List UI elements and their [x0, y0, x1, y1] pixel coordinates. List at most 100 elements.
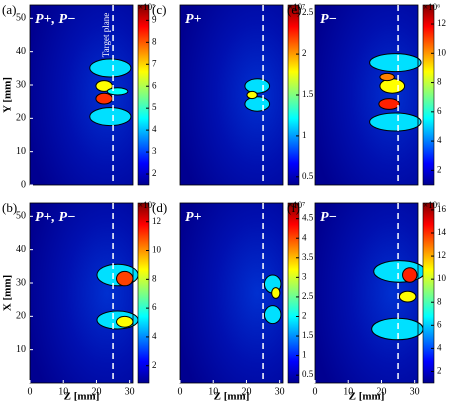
heatmap-blob — [246, 90, 258, 100]
x-tick-label: 10 — [208, 386, 218, 397]
heatmap-blob — [263, 305, 282, 325]
heatmap-field — [30, 203, 133, 383]
panel-label: (f) — [287, 200, 300, 215]
heatmap-blob — [244, 78, 271, 94]
colorbar-tick-label: 2 — [302, 48, 307, 58]
colorbar-tick-label: 2 — [437, 164, 442, 174]
y-tick-label: 50 — [16, 211, 26, 222]
panel-label: (d) — [152, 200, 167, 215]
colorbar-tick-label: 7 — [152, 58, 157, 68]
colorbar-tick-label: 8 — [152, 36, 157, 46]
y-tick-label: 30 — [16, 277, 26, 288]
panel-title: P+, P− — [35, 210, 76, 225]
colorbar-tick-label: 12 — [152, 216, 161, 226]
colorbar-multiplier: ×10⁷ — [288, 2, 305, 12]
x-tick-label: 20 — [91, 386, 101, 397]
colorbar-tick-label: 2 — [152, 360, 157, 370]
colorbar-tick-label: 4 — [437, 135, 442, 145]
colorbar-tick-label: 0.5 — [302, 171, 314, 181]
heatmap-blob — [89, 58, 132, 78]
x-axis-label: Z [mm] — [64, 391, 100, 402]
panel-title: P− — [320, 210, 337, 225]
heatmap-blob — [369, 112, 422, 132]
colorbar-tick-label: 14 — [437, 227, 447, 237]
colorbar-tick-label: 3 — [302, 271, 307, 281]
panel-title: P+ — [185, 210, 202, 225]
colorbar-tick-label: 2.5 — [302, 291, 314, 301]
x-tick-label: 10 — [343, 386, 353, 397]
colorbar-tick-label: 4 — [152, 331, 157, 341]
colorbar-multiplier: ×10⁵ — [138, 200, 155, 210]
colorbar-tick-label: 12 — [437, 250, 446, 260]
y-axis-label: Y [mm] — [2, 77, 14, 113]
colorbar-tick-label: 12 — [437, 18, 446, 28]
colorbar-multiplier: ×10⁶ — [423, 2, 440, 12]
colorbar-tick-label: 6 — [437, 106, 442, 116]
x-tick-label: 0 — [178, 386, 183, 397]
colorbar-tick-label: 1.5 — [302, 330, 314, 340]
x-tick-label: 20 — [376, 386, 386, 397]
x-tick-label: 30 — [275, 386, 285, 397]
heatmap-field — [180, 203, 283, 383]
heatmap-blob — [244, 96, 271, 112]
colorbar-tick-label: 2.5 — [302, 7, 314, 17]
colorbar-tick-label: 5 — [152, 102, 157, 112]
colorbar-tick-label: 1 — [302, 130, 307, 140]
heatmap-blob — [95, 92, 113, 105]
heatmap-blob — [89, 107, 132, 127]
heatmap-field — [180, 5, 283, 185]
y-tick-label: 10 — [16, 146, 26, 157]
y-tick-label: 50 — [16, 13, 26, 24]
colorbar-tick-label: 3 — [152, 146, 157, 156]
colorbar-tick-label: 1.5 — [302, 89, 314, 99]
colorbar-tick-label: 1 — [302, 350, 307, 360]
colorbar-tick-label: 8 — [437, 77, 442, 87]
colorbar-tick-label: 6 — [152, 302, 157, 312]
panel-label: (b) — [2, 200, 17, 215]
x-tick-label: 30 — [125, 386, 135, 397]
colorbar — [287, 202, 300, 384]
panel-title: P+ — [185, 12, 202, 27]
colorbar-tick-label: 9 — [152, 14, 157, 24]
colorbar-tick-label: 6 — [152, 80, 157, 90]
colorbar-tick-label: 8 — [437, 296, 442, 306]
panel-label: (a) — [2, 2, 16, 17]
panel-label: (c) — [152, 2, 166, 17]
y-tick-label: 40 — [16, 46, 26, 57]
colorbar-multiplier: ×10⁶ — [423, 200, 440, 210]
panel-label: (e) — [287, 2, 301, 17]
axes-frame — [314, 4, 419, 186]
y-tick-label: 20 — [16, 113, 26, 124]
colorbar-tick-label: 3.5 — [302, 252, 314, 262]
colorbar-tick-label: 10 — [152, 245, 162, 255]
heatmap-blob — [398, 290, 417, 303]
colorbar — [137, 202, 150, 384]
axes-frame — [314, 202, 419, 384]
x-tick-label: 10 — [58, 386, 68, 397]
colorbar-tick-label: 4 — [152, 124, 157, 134]
heatmap-blob — [373, 260, 426, 283]
colorbar — [137, 4, 150, 186]
x-tick-label: 20 — [241, 386, 251, 397]
heatmap-blob — [402, 267, 418, 283]
colorbar-multiplier: ×10⁷ — [288, 200, 305, 210]
heatmap-field — [315, 5, 418, 185]
x-axis-label: Z [mm] — [214, 391, 250, 402]
colorbar-tick-label: 6 — [437, 319, 442, 329]
colorbar-tick-label: 10 — [437, 47, 447, 57]
x-axis-label: Z [mm] — [349, 391, 385, 402]
y-tick-label: 10 — [16, 344, 26, 355]
x-tick-label: 0 — [313, 386, 318, 397]
y-axis-label: X [mm] — [2, 275, 14, 311]
axes-frame — [29, 202, 134, 384]
heatmap-blob — [379, 72, 395, 82]
colorbar-tick-label: 4 — [302, 232, 307, 242]
colorbar-tick-label: 16 — [437, 204, 447, 214]
colorbar-tick-label: 2 — [437, 366, 442, 376]
colorbar-tick-label: 2 — [302, 311, 307, 321]
axes-frame — [29, 4, 134, 186]
colorbar-tick-label: 4 — [437, 342, 442, 352]
heatmap-blob — [378, 98, 400, 110]
panel-title: P+, P− — [35, 12, 76, 27]
colorbar — [422, 4, 435, 186]
